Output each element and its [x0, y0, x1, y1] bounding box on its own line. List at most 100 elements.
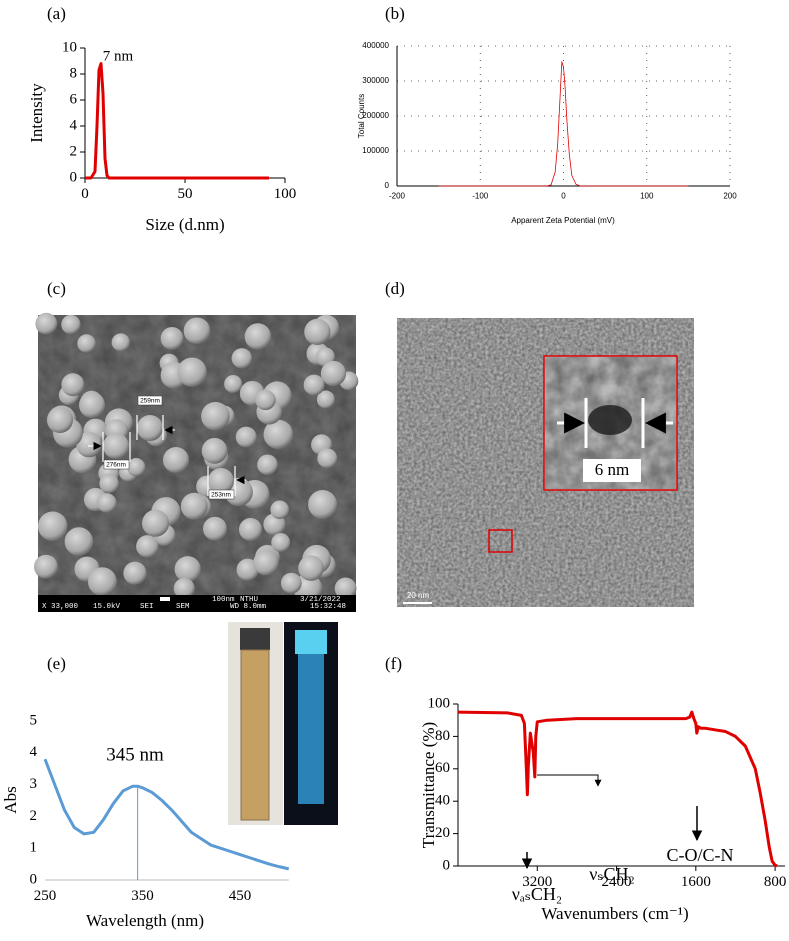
x-tick-label: 3200 [522, 874, 552, 890]
particle [137, 415, 163, 441]
y-tick-label: 200000 [362, 111, 389, 120]
particle [177, 357, 207, 387]
x-tick-label: 800 [764, 874, 787, 890]
size-label: 276nm [106, 462, 126, 469]
particle [163, 447, 189, 473]
x-axis-label: Size (d.nm) [145, 215, 224, 234]
y-tick-label: 0 [70, 169, 78, 185]
sem-info-text: NTHU [240, 596, 258, 604]
y-tick-label: 80 [435, 728, 450, 744]
data-line [43, 758, 290, 871]
particle [235, 426, 257, 448]
particle [280, 572, 302, 594]
particle [238, 517, 263, 542]
panel-label: (c) [47, 279, 66, 298]
y-tick-label: 2 [30, 808, 38, 824]
chart: -200 -100 0 100 200 0 100000 200000 300000 400000… [357, 41, 737, 225]
particle [126, 458, 146, 477]
y-axis-label: Abs [1, 786, 20, 813]
particle [96, 493, 117, 513]
y-tick-label: 4 [30, 744, 38, 760]
particle [316, 390, 335, 409]
x-tick-label: 50 [178, 186, 193, 202]
y-tick-label: 400000 [362, 41, 389, 50]
x-tick-label: 1600 [681, 874, 711, 890]
x-tick-label: -100 [472, 191, 489, 200]
particle [224, 374, 243, 394]
particle [99, 473, 119, 494]
y-tick-label: 100000 [362, 146, 389, 155]
x-tick-label: 250 [34, 888, 57, 904]
sem-info-text: 15:32:48 [310, 603, 346, 611]
particle [271, 533, 291, 552]
y-axis-label: Total Counts [357, 94, 366, 138]
panel-label: (d) [385, 279, 405, 298]
particle [201, 401, 230, 431]
sem-image: X 33,000 15.0kV SEI SEM 100nm NTHU WD 8.… [33, 312, 359, 612]
particle [203, 516, 227, 541]
particle [236, 558, 259, 581]
particle [160, 327, 184, 350]
y-tick-label: 300000 [362, 76, 389, 85]
x-axis-label: Wavenumbers (cm⁻¹) [541, 904, 688, 923]
data-line [438, 61, 689, 187]
y-axis-label: Transmittance (%) [419, 722, 438, 848]
ftir-arrows [521, 774, 703, 870]
particle [263, 419, 294, 450]
particle [77, 334, 96, 353]
panel-label: (f) [385, 654, 402, 673]
y-tick-label: 40 [435, 793, 450, 809]
particle [208, 468, 234, 494]
particle [308, 489, 338, 519]
particle [103, 433, 129, 459]
particle [183, 317, 211, 345]
label-box [137, 395, 163, 406]
x-tick-label: 100 [274, 186, 297, 202]
particle [64, 527, 94, 556]
y-tick-label: 20 [435, 825, 450, 841]
sem-info: X 33,000 15.0kV SEI SEM 100nm NTHU WD 8.… [42, 596, 346, 611]
y-tick-label: 60 [435, 760, 450, 776]
label-box [583, 459, 641, 482]
panel-labels: (a) (b) (c) (d) (e) (f) [47, 4, 405, 673]
cuvette [298, 654, 324, 804]
x-tick-label: 350 [131, 888, 154, 904]
particle [320, 360, 347, 387]
y-tick-label: 100 [428, 695, 451, 711]
particle [303, 374, 325, 396]
particle [298, 555, 324, 581]
sem-info-text: WD 8.0mm [230, 603, 267, 611]
particle [180, 492, 208, 520]
chart: 0 50 100 0 2 4 6 8 10 Size (d.nm) Intensity 7 nm [27, 39, 296, 233]
x-tick-label: 0 [561, 191, 566, 200]
chart: 3200 2400 1600 800 0 20 40 60 80 100 Wavenumbers (… [419, 695, 786, 922]
x-tick-label: 200 [723, 191, 737, 200]
annotation: νₐₛCH₂ [512, 884, 562, 904]
y-tick-label: 3 [30, 776, 38, 792]
label-box [103, 459, 130, 470]
y-axis-label: Intensity [27, 83, 46, 143]
particle [231, 348, 252, 369]
particle [87, 567, 117, 597]
x-axis-label: Wavelength (nm) [86, 911, 204, 930]
chart: 250 350 450 0 1 2 3 4 5 Wavelength (nm) Abs 345 nm [1, 712, 290, 930]
cuvette [240, 649, 270, 821]
particle [47, 407, 73, 433]
sem-info-text: 3/21/2022 [300, 596, 341, 604]
particle [111, 333, 130, 352]
particle [244, 323, 272, 350]
particle [334, 577, 357, 600]
size-label: 253nm [211, 492, 231, 499]
panel-label: (a) [47, 4, 66, 23]
particle [270, 500, 289, 520]
annotation: νₛCH₂ [589, 864, 634, 884]
y-tick-label: 6 [70, 91, 78, 107]
particle [142, 509, 170, 537]
particle [61, 373, 85, 397]
particle [173, 577, 195, 599]
y-tick-label: 1 [30, 840, 38, 856]
particle [255, 389, 276, 411]
